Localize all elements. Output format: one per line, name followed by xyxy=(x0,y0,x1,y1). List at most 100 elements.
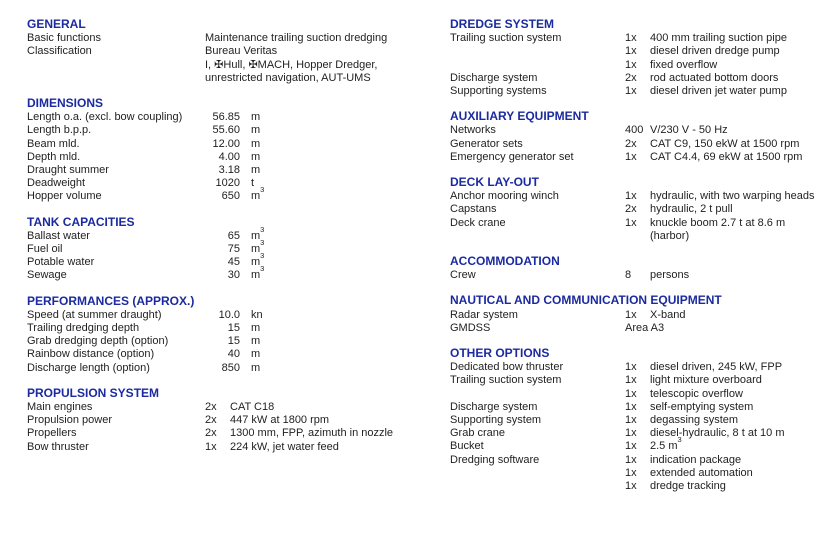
spec-value: I, ✠Hull, ✠MACH, Hopper Dredger, xyxy=(205,58,378,71)
section: NAUTICAL AND COMMUNICATION EQUIPMENT Rada… xyxy=(450,294,830,335)
spec-row: I, ✠Hull, ✠MACH, Hopper Dredger, xyxy=(27,59,450,72)
section-heading: DECK LAY-OUT xyxy=(450,175,539,190)
spec-qty: 1x xyxy=(625,414,637,427)
spec-number: 12.00 xyxy=(212,137,240,150)
spec-qty: 1x xyxy=(625,480,637,493)
spec-unit-exponent: 3 xyxy=(260,264,265,274)
spec-row: Draught summer 3.18 m xyxy=(27,164,450,177)
spec-qty: 1x xyxy=(625,308,637,321)
spec-value: fixed overflow xyxy=(650,58,718,71)
spec-row: 1x fixed overflow xyxy=(450,59,830,72)
spec-value: 2.5 m xyxy=(650,440,678,453)
section: DREDGE SYSTEM Trailing suction system 1x 40… xyxy=(450,17,830,98)
spec-label: Propulsion power xyxy=(27,414,112,427)
spec-row: Anchor mooring winch 1x hydraulic, with tw… xyxy=(450,190,830,203)
spec-row: Dedicated bow thruster 1x diesel driven, 2… xyxy=(450,361,830,374)
spec-row: Main engines 2x CAT C18 xyxy=(27,401,450,414)
spec-row: Sewage 30 m 3 xyxy=(27,264,450,282)
spec-value: hydraulic, with two warping heads xyxy=(650,190,815,203)
spec-value: degassing system xyxy=(650,414,739,427)
section: DECK LAY-OUT Anchor mooring winch 1x hydrau… xyxy=(450,175,830,243)
spec-row: Ballast water 65 m 3 xyxy=(27,224,450,243)
section: DIMENSIONS Length o.a. (excl. bow couplin… xyxy=(27,96,450,204)
spec-number: 1020 xyxy=(215,177,240,190)
spec-label: Discharge system xyxy=(450,400,538,413)
spec-label: Grab dredging depth (option) xyxy=(27,335,169,348)
spec-label: Discharge system xyxy=(450,71,538,84)
spec-unit: m xyxy=(251,322,261,335)
spec-qty: 1x xyxy=(625,45,637,58)
spec-qty: 1x xyxy=(625,58,637,71)
spec-row: Networks 400 V/230 V - 50 Hz xyxy=(450,124,830,137)
section-heading: OTHER OPTIONS xyxy=(450,346,550,361)
spec-label xyxy=(450,230,625,243)
spec-qty: 1x xyxy=(625,400,637,413)
spec-row: 1x diesel driven dredge pump xyxy=(450,45,830,58)
spec-unit: m xyxy=(251,243,261,256)
spec-unit: m xyxy=(251,164,261,177)
spec-label: Trailing suction system xyxy=(450,32,562,45)
spec-value: Area A3 xyxy=(625,321,665,334)
spec-qty: 1x xyxy=(625,374,637,387)
spec-unit: m xyxy=(251,269,261,282)
spec-number: 15 xyxy=(227,322,240,335)
spec-label: Ballast water xyxy=(27,229,90,242)
spec-unit-exponent: 3 xyxy=(260,224,265,234)
spec-value: hydraulic, 2 t pull xyxy=(650,203,733,216)
spec-label: Bucket xyxy=(450,440,484,453)
spec-row: Propulsion power 2x 447 kW at 1800 rpm xyxy=(27,414,450,427)
spec-unit: m xyxy=(251,335,261,348)
spec-label: Supporting systems xyxy=(450,85,547,98)
spec-value: (harbor) xyxy=(650,229,690,242)
spec-row: 1x dredge tracking xyxy=(450,480,830,493)
spec-qty: 1x xyxy=(625,440,637,453)
spec-label: Networks xyxy=(450,124,496,137)
spec-row: (harbor) xyxy=(450,230,830,243)
spec-label xyxy=(450,467,625,480)
column-right: DREDGE SYSTEM Trailing suction system 1x 40… xyxy=(450,17,830,505)
spec-label: Discharge length (option) xyxy=(27,361,150,374)
spec-qty: 1x xyxy=(625,387,637,400)
spec-value: 224 kW, jet water feed xyxy=(230,440,339,453)
section: PROPULSION SYSTEM Main engines 2x CAT C18 Pr… xyxy=(27,386,450,454)
spec-row: Emergency generator set 1x CAT C4.4, 69 ek… xyxy=(450,151,830,164)
spec-label: Dredging software xyxy=(450,453,540,466)
spec-number: 3.18 xyxy=(218,164,240,177)
spec-label: Radar system xyxy=(450,308,518,321)
spec-value: 1300 mm, FPP, azimuth in nozzle xyxy=(230,427,394,440)
spec-row: Radar system 1x X-band xyxy=(450,309,830,322)
spec-qty: 400 xyxy=(625,124,644,137)
spec-unit: t xyxy=(251,177,255,190)
spec-label: Trailing suction system xyxy=(450,374,562,387)
spec-label xyxy=(450,388,625,401)
spec-qty: 8 xyxy=(625,269,632,282)
spec-label: Hopper volume xyxy=(27,190,102,203)
spec-row: Discharge system 1x self-emptying system xyxy=(450,401,830,414)
spec-qty: 1x xyxy=(625,32,637,45)
spec-value: diesel driven, 245 kW, FPP xyxy=(650,361,783,374)
spec-label: Supporting system xyxy=(450,414,542,427)
section-heading: GENERAL xyxy=(27,17,86,31)
spec-unit-exponent: 3 xyxy=(260,238,265,248)
spec-row: Dredging software 1x indication package xyxy=(450,454,830,467)
spec-value: light mixture overboard xyxy=(650,374,762,387)
spec-row: Potable water 45 m 3 xyxy=(27,251,450,269)
spec-value: diesel driven jet water pump xyxy=(650,85,787,98)
spec-row: Beam mld. 12.00 m xyxy=(27,138,450,151)
spec-qty: 2x xyxy=(625,203,637,216)
spec-label xyxy=(450,59,625,72)
spec-value: Maintenance trailing suction dredging xyxy=(205,32,388,45)
spec-row: Supporting system 1x degassing system xyxy=(450,414,830,427)
spec-row: Fuel oil 75 m 3 xyxy=(27,238,450,256)
section: AUXILIARY EQUIPMENT Networks 400 V/230 V - … xyxy=(450,110,830,164)
spec-unit-exponent: 3 xyxy=(260,251,265,261)
spec-row: Trailing dredging depth 15 m xyxy=(27,322,450,335)
spec-value: 447 kW at 1800 rpm xyxy=(230,414,330,427)
spec-label: Speed (at summer draught) xyxy=(27,308,162,321)
spec-label: Grab crane xyxy=(450,427,506,440)
spec-label: Draught summer xyxy=(27,164,109,177)
spec-number: 4.00 xyxy=(218,150,240,163)
spec-label: Length b.p.p. xyxy=(27,124,92,137)
spec-row: Length b.p.p. 55.60 m xyxy=(27,124,450,137)
